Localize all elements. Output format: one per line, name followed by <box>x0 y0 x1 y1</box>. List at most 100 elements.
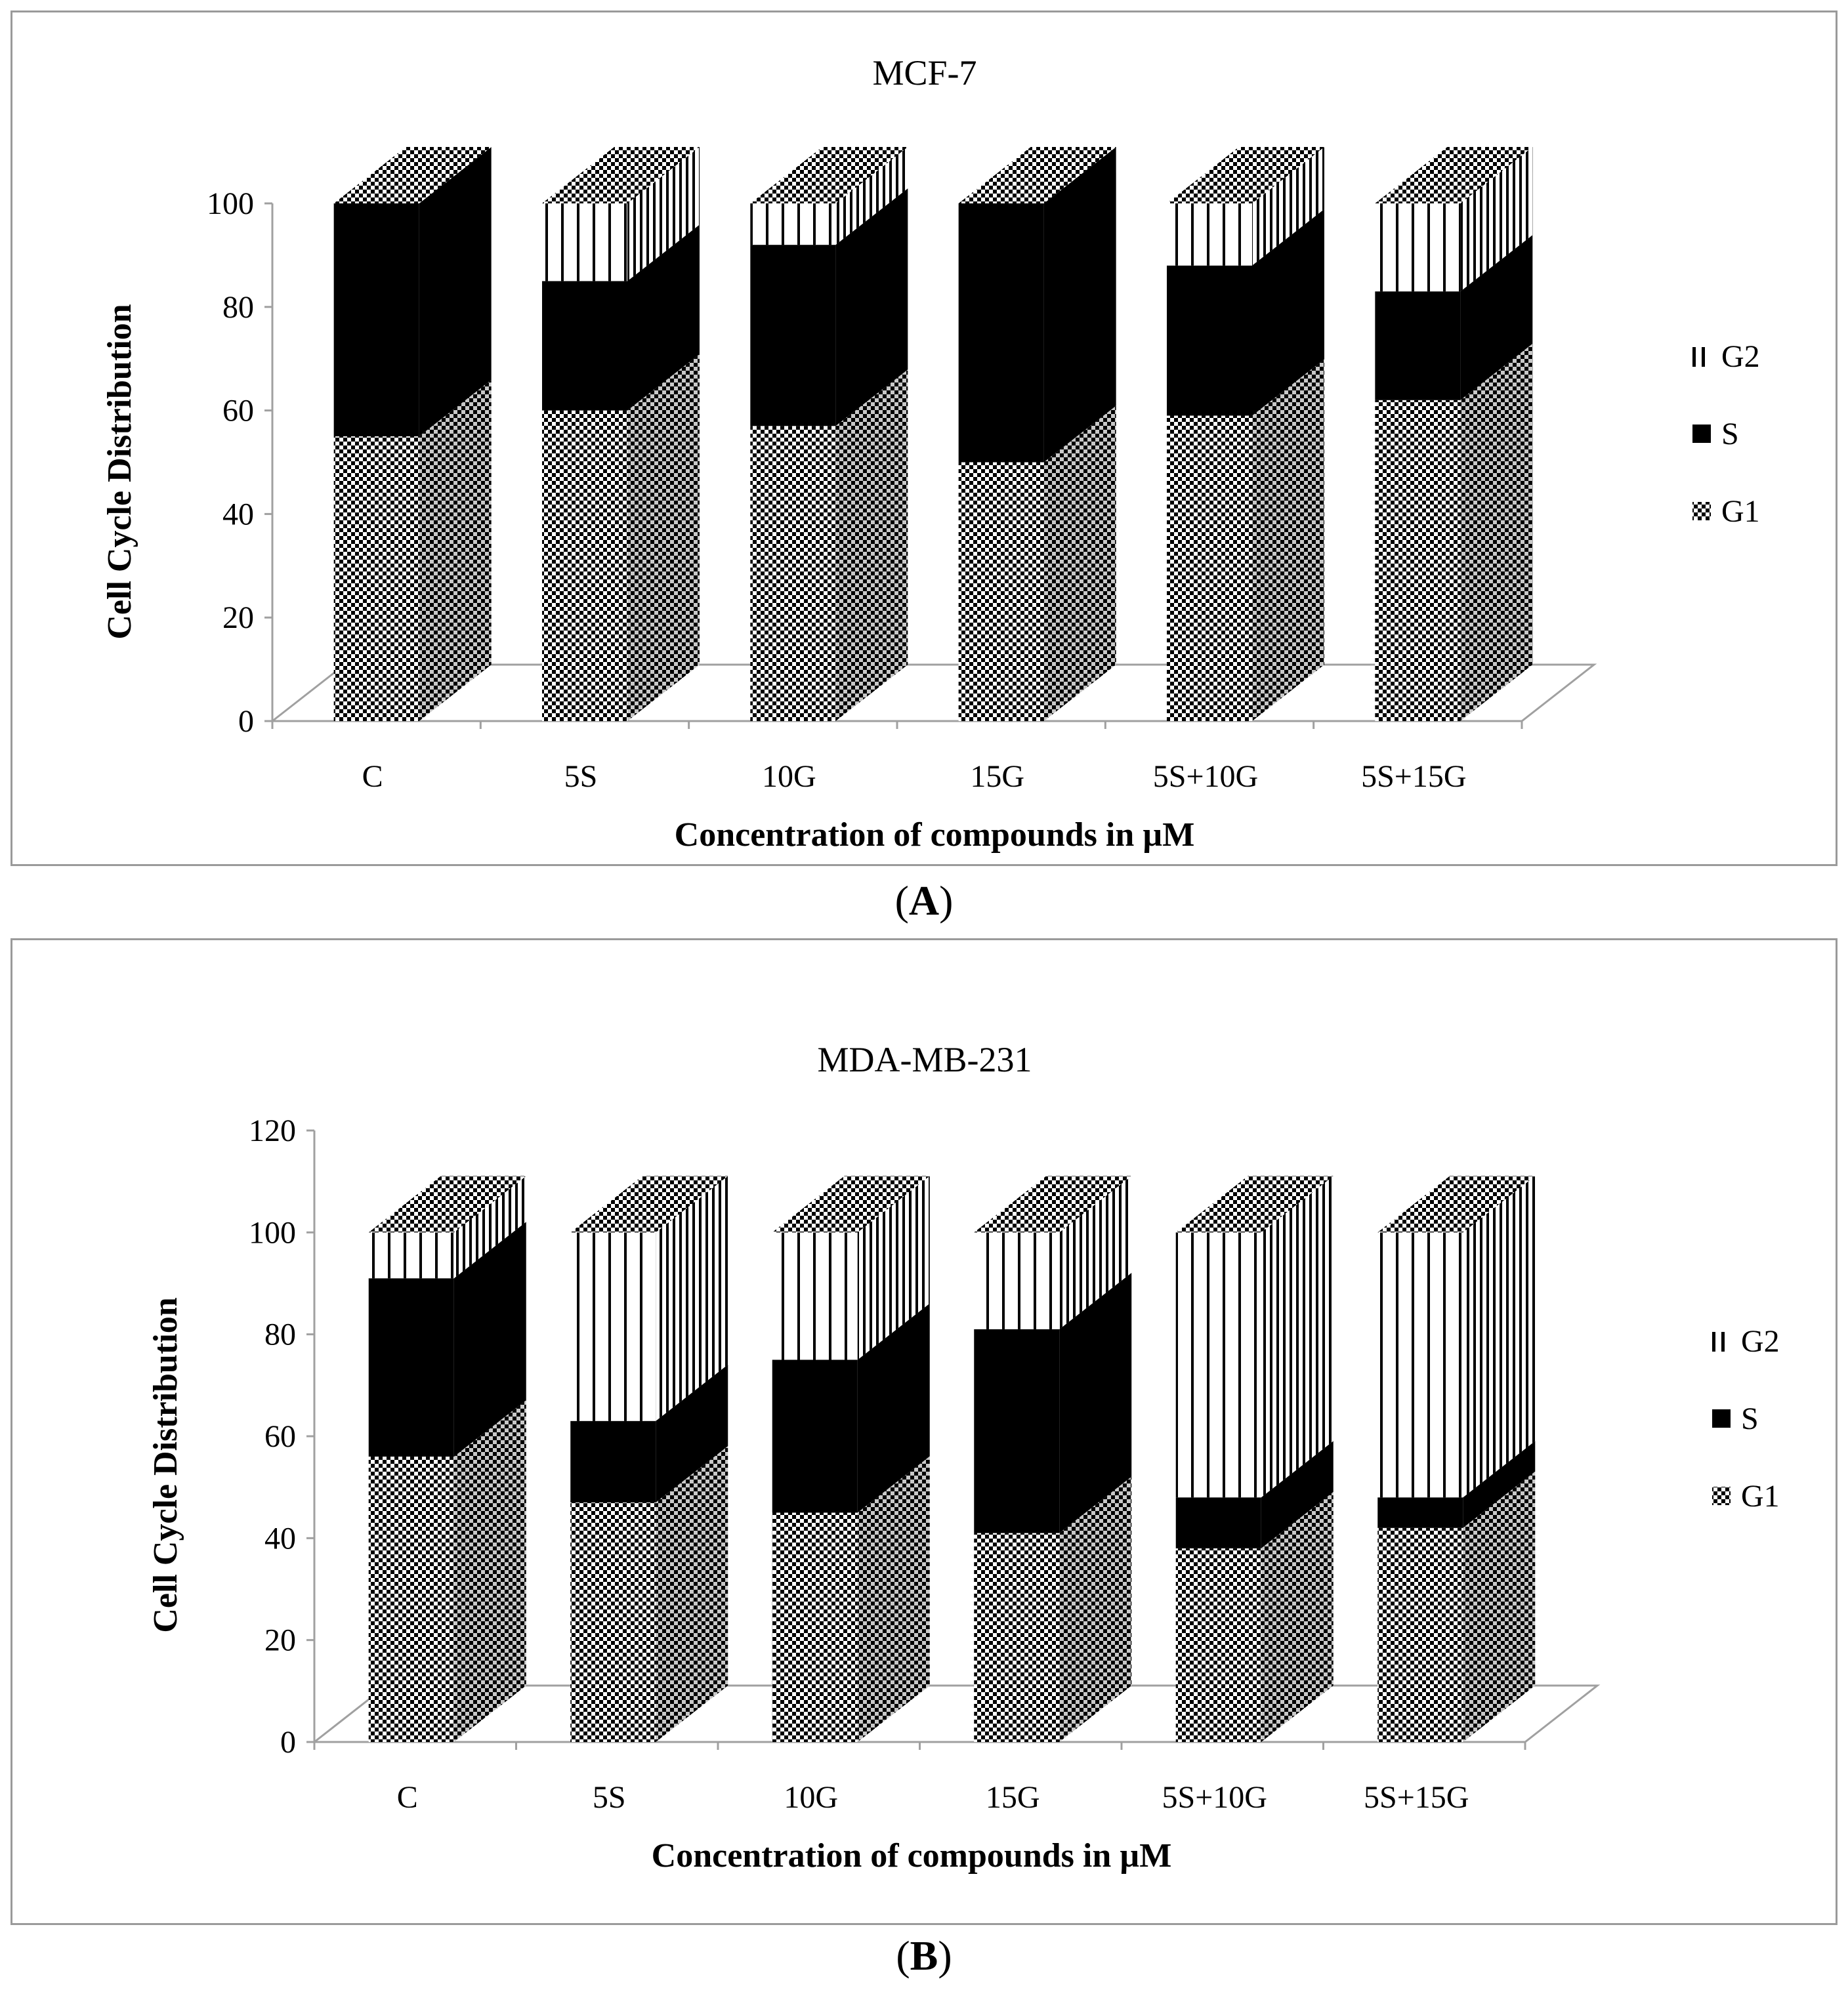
bar-s-5s-side <box>627 224 700 411</box>
chart-mcf7: MCF-7 0 20 40 60 80 100 C 5S 10G 15G 5S+10G 5S+15G Co… <box>101 53 1760 854</box>
bar-g1-5s-15g-side <box>1463 1471 1536 1742</box>
legend-label: G2 <box>1741 1324 1780 1359</box>
bar-g1-5s-side <box>656 1445 728 1742</box>
x-category-label: C <box>397 1780 418 1815</box>
legend-item-g2: G2 <box>1712 1324 1780 1359</box>
legend-swatch-g1 <box>1692 502 1711 520</box>
bar-s-c-side <box>419 147 492 437</box>
x-category-label: 15G <box>986 1780 1040 1815</box>
bar-s-15g-side <box>1043 147 1116 463</box>
bar-s-c-front <box>368 1278 454 1457</box>
legend-swatch-s <box>1712 1409 1731 1428</box>
bar-g1-10g-side <box>835 369 908 721</box>
figure-label-a: (A) <box>894 877 954 924</box>
chart-panel-mda-mb-231: MDA-MB-231 0 20 40 60 80 100 120 C 5S 10G 15G 5S+10G… <box>10 938 1838 1925</box>
bar-g1-5s-10g-side <box>1261 1491 1334 1742</box>
legend-swatch-g2-line <box>1721 1332 1725 1352</box>
bar-top-15g <box>958 147 1116 203</box>
bar-g1-10g-front <box>772 1512 858 1742</box>
y-tick-label: 0 <box>280 1725 296 1760</box>
y-tick-label: 60 <box>222 394 254 428</box>
bar-s-15g-side <box>1059 1272 1132 1533</box>
y-tick-label: 20 <box>264 1623 296 1658</box>
bar-s-10g-front <box>750 245 836 426</box>
bar-s-15g-front <box>974 1329 1060 1533</box>
legend-swatch-g2-line <box>1702 347 1705 367</box>
figure-label-b: (B) <box>896 1932 952 1979</box>
bar-g2-5s-front <box>570 1232 656 1421</box>
bar-g2-5s-10g-side <box>1252 147 1324 266</box>
legend-item-g1: G1 <box>1712 1479 1780 1514</box>
bar-top-10g <box>772 1176 930 1233</box>
x-axis-title: Concentration of compounds in µM <box>675 816 1195 854</box>
bar-g2-15g-side <box>1059 1176 1132 1329</box>
bar-stack-c <box>368 1176 526 1742</box>
bar-s-5s-10g-front <box>1175 1497 1261 1548</box>
bar-s-5s-15g-front <box>1377 1497 1463 1528</box>
bar-stack-5s <box>542 147 700 721</box>
legend-item-g1: G1 <box>1692 494 1760 529</box>
bar-s-5s-front <box>570 1420 656 1503</box>
y-tick-label: 0 <box>238 704 254 739</box>
chart-panel-mcf7: MCF-7 0 20 40 60 80 100 C 5S 10G 15G 5S+10G 5S+15G Co… <box>10 10 1838 866</box>
bar-g2-5s-15g-side <box>1463 1176 1536 1498</box>
legend-label: G1 <box>1721 494 1760 529</box>
bar-g2-5s-10g-front <box>1167 203 1252 266</box>
legend-swatch-g2 <box>1712 1332 1715 1352</box>
bar-stack-10g <box>772 1176 930 1742</box>
bar-stack-10g <box>750 147 908 721</box>
bar-g2-5s-side <box>656 1176 728 1421</box>
bar-top-15g <box>974 1176 1132 1233</box>
y-tick-label: 40 <box>222 497 254 531</box>
x-category-label: 5S <box>593 1780 626 1815</box>
bar-g1-5s-10g-front <box>1175 1548 1261 1742</box>
y-axis-title: Cell Cycle Distribution <box>147 1297 184 1632</box>
bar-stack-5s-15g <box>1375 147 1533 721</box>
legend-label: G2 <box>1721 339 1760 374</box>
legend-label: S <box>1741 1401 1759 1436</box>
bar-g2-5s-15g-front <box>1375 203 1461 292</box>
y-tick-label: 40 <box>264 1521 296 1556</box>
legend-label: G1 <box>1741 1479 1780 1514</box>
x-category-label: 5S+10G <box>1162 1780 1267 1815</box>
bar-g1-10g-front <box>750 426 836 721</box>
bar-s-10g-side <box>835 188 908 426</box>
bar-g2-15g-front <box>974 1232 1060 1329</box>
bar-g2-5s-front <box>542 203 627 281</box>
bar-s-10g-side <box>857 1303 930 1513</box>
bar-g2-10g-front <box>750 203 836 245</box>
bar-s-5s-15g-side <box>1460 235 1533 400</box>
x-category-label: 5S+15G <box>1361 759 1466 794</box>
legend-swatch-g1 <box>1712 1487 1731 1505</box>
y-tick-label: 60 <box>264 1419 296 1454</box>
bar-g1-5s-front <box>542 410 627 721</box>
bar-g1-c-side <box>419 380 492 721</box>
bar-s-5s-side <box>656 1364 728 1503</box>
bar-top-5s-15g <box>1377 1176 1536 1233</box>
bar-top-c <box>333 147 492 203</box>
bar-top-c <box>368 1176 526 1233</box>
x-category-label: C <box>362 759 383 794</box>
bar-g1-15g-front <box>974 1533 1060 1742</box>
y-tick-label: 100 <box>249 1215 296 1250</box>
legend-label: S <box>1721 417 1739 451</box>
bar-g2-5s-10g-front <box>1175 1232 1261 1498</box>
bar-g2-10g-side <box>857 1176 930 1360</box>
bar-g1-5s-10g-front <box>1167 415 1252 721</box>
bar-g1-5s-front <box>570 1502 656 1742</box>
x-category-label: 5S+15G <box>1364 1780 1469 1815</box>
bar-g2-c-side <box>453 1176 526 1279</box>
bar-stack-15g <box>974 1176 1132 1742</box>
bar-g2-c-front <box>368 1232 454 1279</box>
bar-top-5s-10g <box>1167 147 1324 203</box>
legend-swatch-g2 <box>1692 347 1696 367</box>
legend-swatch-s <box>1692 425 1711 443</box>
bar-g2-10g-side <box>835 147 908 245</box>
bar-g1-10g-side <box>857 1456 930 1742</box>
bar-g1-c-front <box>333 436 419 721</box>
bar-s-5s-15g-side <box>1463 1441 1536 1528</box>
x-category-label: 10G <box>784 1780 838 1815</box>
bar-stack-c <box>333 147 492 721</box>
x-category-label: 5S+10G <box>1153 759 1258 794</box>
bar-g1-15g-side <box>1043 405 1116 721</box>
